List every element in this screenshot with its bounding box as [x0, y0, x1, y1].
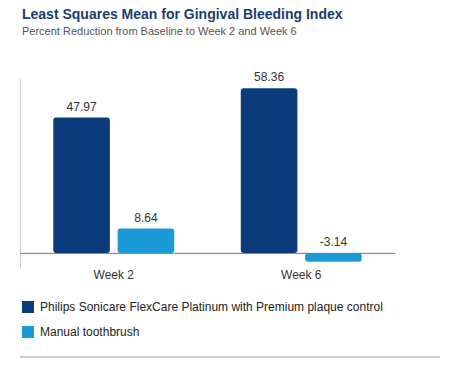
bar	[53, 118, 110, 253]
bar	[241, 88, 298, 253]
data-labels: 47.97 58.36 8.64 -3.14	[67, 70, 348, 249]
legend-label: Manual toothbrush	[40, 325, 139, 339]
legend-swatch	[22, 301, 34, 313]
data-label: 8.64	[134, 211, 158, 225]
legend-label: Philips Sonicare FlexCare Platinum with …	[40, 300, 383, 314]
bar	[305, 253, 362, 262]
bar	[118, 229, 175, 253]
y-axis	[20, 79, 395, 268]
x-tick-label: Week 2	[94, 268, 135, 282]
x-tick: Week 2	[94, 268, 135, 282]
legend-swatch	[22, 326, 34, 338]
x-tick: Week 6	[281, 268, 322, 282]
x-tick-label: Week 6	[281, 268, 322, 282]
bars	[53, 88, 361, 261]
subtitle: Percent Reduction from Baseline to Week …	[22, 25, 297, 37]
y-axis-line	[20, 79, 21, 268]
x-axis: Week 2 Week 6	[21, 253, 396, 282]
title: Least Squares Mean for Gingival Bleeding…	[22, 6, 343, 22]
data-label: -3.14	[320, 235, 348, 249]
chart: Least Squares Mean for Gingival Bleeding…	[0, 0, 462, 376]
data-label: 47.97	[67, 100, 97, 114]
legend: Philips Sonicare FlexCare Platinum with …	[22, 300, 383, 339]
data-label: 58.36	[254, 70, 284, 84]
rule	[20, 357, 440, 358]
